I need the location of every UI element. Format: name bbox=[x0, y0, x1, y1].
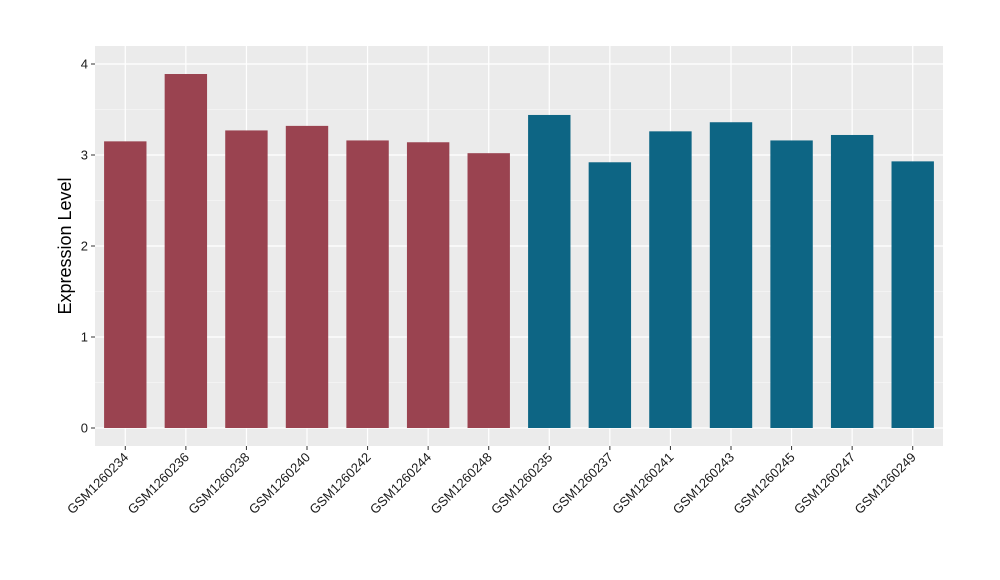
bar-GSM1260234 bbox=[104, 141, 147, 428]
bar-GSM1260241 bbox=[649, 131, 692, 428]
y-tick-label: 3 bbox=[81, 148, 88, 163]
y-tick-label: 2 bbox=[81, 239, 88, 254]
bar-GSM1260236 bbox=[164, 74, 208, 428]
x-tick-label: GSM1260245 bbox=[730, 450, 797, 517]
x-tick-label: GSM1260237 bbox=[549, 450, 616, 517]
bar-GSM1260248 bbox=[467, 153, 510, 428]
x-tick-label: GSM1260247 bbox=[791, 450, 858, 517]
x-tick-label: GSM1260236 bbox=[125, 450, 192, 517]
bar-GSM1260242 bbox=[346, 140, 389, 428]
bar-GSM1260249 bbox=[891, 161, 934, 428]
x-tick-label: GSM1260240 bbox=[246, 450, 313, 517]
bar-GSM1260245 bbox=[770, 140, 813, 428]
bar-GSM1260240 bbox=[285, 125, 329, 428]
y-axis-title: Expression Level bbox=[55, 177, 75, 314]
bar-GSM1260243 bbox=[709, 122, 753, 429]
x-tick-label: GSM1260235 bbox=[488, 450, 555, 517]
x-tick-label: GSM1260243 bbox=[670, 450, 737, 517]
y-axis: 0 1 2 3 4 bbox=[81, 57, 95, 436]
x-axis: GSM1260234GSM1260236GSM1260238GSM1260240… bbox=[64, 446, 919, 517]
x-tick-label: GSM1260248 bbox=[427, 450, 494, 517]
x-tick-label: GSM1260244 bbox=[367, 450, 434, 517]
bar-GSM1260237 bbox=[588, 162, 632, 428]
x-tick-label: GSM1260238 bbox=[185, 450, 252, 517]
y-tick-label: 1 bbox=[81, 330, 88, 345]
y-tick-label: 0 bbox=[81, 421, 88, 436]
x-tick-label: GSM1260249 bbox=[851, 450, 918, 517]
x-tick-label: GSM1260234 bbox=[64, 450, 131, 517]
x-tick-label: GSM1260241 bbox=[609, 450, 676, 517]
bar-GSM1260247 bbox=[830, 134, 874, 429]
bar-GSM1260235 bbox=[528, 114, 571, 429]
bar-GSM1260238 bbox=[225, 130, 268, 428]
y-tick-label: 4 bbox=[81, 57, 88, 72]
x-tick-label: GSM1260242 bbox=[306, 450, 373, 517]
bars bbox=[104, 74, 934, 429]
bar-GSM1260244 bbox=[406, 142, 450, 428]
